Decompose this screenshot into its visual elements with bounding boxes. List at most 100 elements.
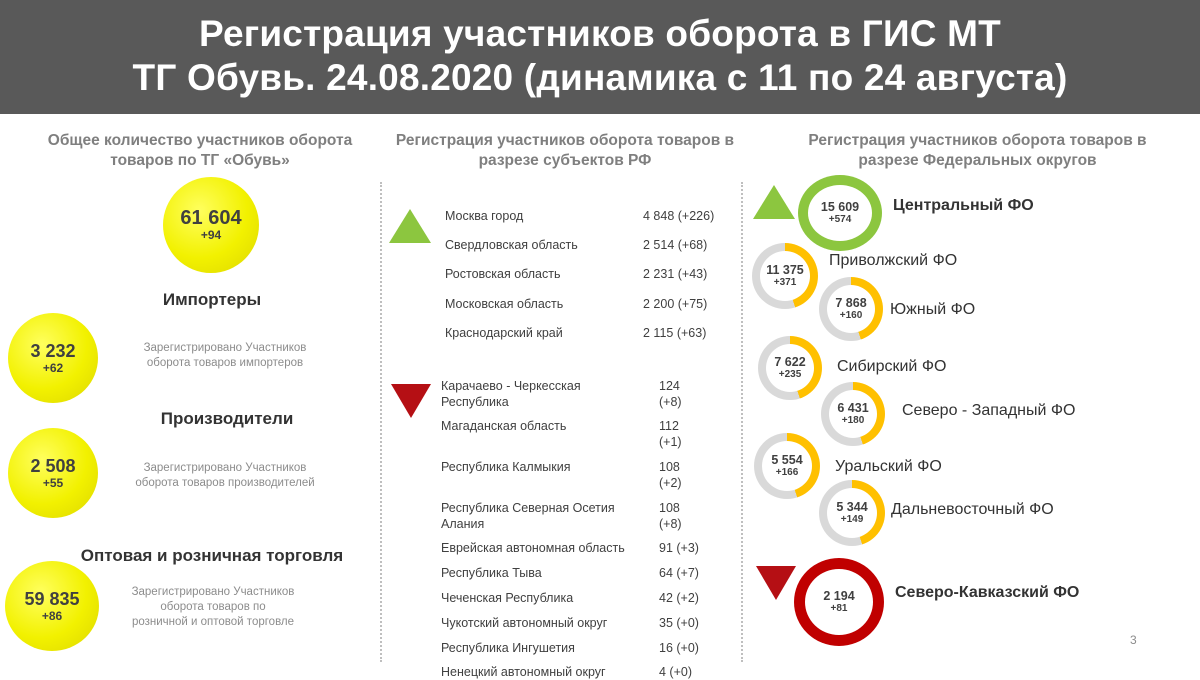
- right-title-line2: разрезе Федеральных округов: [858, 152, 1097, 169]
- region-name: Москва город: [445, 209, 524, 223]
- okrug-value: 7 868: [835, 296, 867, 310]
- region-value: 2 200 (+75): [643, 297, 708, 311]
- trade-desc: Зарегистрировано Участников оборота това…: [93, 585, 333, 630]
- okrug-ring-fareast: 5 344 +149: [819, 480, 885, 546]
- region-value: 64 (+7): [659, 566, 699, 580]
- importers-title: Импортеры: [162, 290, 262, 309]
- region-name: Свердловская область: [445, 238, 578, 252]
- region-name: Московская область: [445, 297, 564, 311]
- okrug-delta: +235: [778, 369, 802, 380]
- decrease-triangle-icon: [756, 566, 796, 600]
- region-name-line2: Республика: [441, 395, 509, 409]
- region-value: 16 (+0): [659, 641, 699, 655]
- total-participants-circle: 61 604 +94: [163, 177, 259, 273]
- region-name-line1: Республика Северная Осетия: [441, 501, 615, 515]
- okrug-value: 15 609: [820, 200, 860, 214]
- okrug-delta: +160: [839, 310, 863, 321]
- region-name: Республика Ингушетия: [441, 641, 575, 655]
- producers-title: Производители: [160, 409, 294, 428]
- divider-right: [741, 182, 743, 662]
- okrug-value: 5 344: [836, 500, 868, 514]
- increase-triangle-icon: [389, 209, 431, 243]
- trade-delta: +86: [41, 608, 63, 623]
- region-value: 4 848 (+226): [643, 209, 715, 223]
- region-value: 2 231 (+43): [643, 267, 708, 281]
- region-name: Краснодарский край: [445, 326, 563, 340]
- region-name-line2: Алания: [441, 517, 485, 531]
- region-name: Республика Тыва: [441, 566, 542, 580]
- okrug-label-fareast: Дальневосточный ФО: [891, 501, 1054, 518]
- slide-title-line2: ТГ Обувь. 24.08.2020 (динамика с 11 по 2…: [132, 57, 1068, 98]
- left-title-line2: товаров по ТГ «Обувь»: [110, 152, 290, 169]
- producers-value: 2 508: [30, 455, 76, 476]
- okrug-ring-central: 15 609 +574: [798, 175, 882, 251]
- trade-value: 59 835: [24, 588, 80, 609]
- page-number: 3: [1130, 633, 1137, 647]
- okrug-label-south: Южный ФО: [890, 301, 976, 318]
- importers-desc-line1: Зарегистрировано Участников: [143, 342, 307, 354]
- okrug-ring-north-caucasus: 2 194 +81: [794, 558, 884, 646]
- region-value-line1: 112: [659, 419, 679, 433]
- okrug-value: 5 554: [771, 453, 803, 467]
- okrug-value: 2 194: [823, 589, 855, 603]
- okrug-delta: +180: [841, 415, 865, 426]
- okrug-label-ural: Уральский ФО: [835, 458, 942, 475]
- region-name-line1: Республика Калмыкия: [441, 460, 571, 474]
- region-value-line2: (+2): [659, 476, 682, 490]
- region-name: Ростовская область: [445, 267, 561, 281]
- left-title-line1: Общее количество участников оборота: [47, 132, 353, 149]
- decrease-triangle-icon: [391, 384, 431, 418]
- region-value: 91 (+3): [659, 541, 699, 555]
- okrug-ring-volga: 11 375 +371: [752, 243, 818, 309]
- region-value: 2 514 (+68): [643, 238, 708, 252]
- okrug-delta: +574: [828, 214, 852, 225]
- okrug-ring-northwest: 6 431 +180: [821, 382, 885, 446]
- importers-delta: +62: [42, 360, 64, 375]
- region-value: 35 (+0): [659, 616, 699, 630]
- okrug-label-north-caucasus: Северо-Кавказский ФО: [895, 584, 1080, 601]
- region-value-line1: 108: [659, 501, 680, 515]
- divider-left: [380, 182, 382, 662]
- okrug-value: 11 375: [766, 263, 804, 277]
- left-section-title: Общее количество участников оборота това…: [20, 131, 380, 171]
- increase-triangle-icon: [753, 185, 795, 219]
- okrug-value: 6 431: [837, 401, 869, 415]
- trade-title: Оптовая и розничная торговля: [80, 546, 344, 565]
- region-name: Ненецкий автономный округ: [441, 665, 606, 679]
- producers-desc: Зарегистрировано Участников оборота това…: [105, 461, 345, 491]
- trade-desc-line1: Зарегистрировано Участников: [131, 586, 295, 598]
- region-value: 4 (+0): [659, 665, 693, 679]
- region-name: Чеченская Республика: [441, 591, 574, 605]
- okrug-label-northwest: Северо - Западный ФО: [902, 402, 1076, 419]
- region-value-line2: (+1): [659, 435, 682, 449]
- okrug-value: 7 622: [774, 355, 806, 369]
- region-value-line1: 124: [659, 379, 680, 393]
- okrug-label-siberia: Сибирский ФО: [837, 358, 947, 375]
- okrug-ring-siberia: 7 622 +235: [758, 336, 822, 400]
- region-value-line2: (+8): [659, 517, 682, 531]
- trade-circle: 59 835 +86: [5, 561, 99, 651]
- okrug-ring-south: 7 868 +160: [819, 277, 883, 341]
- slide-header: Регистрация участников оборота в ГИС МТ …: [0, 0, 1200, 114]
- right-title-line1: Регистрация участников оборота товаров в: [808, 132, 1147, 149]
- right-section-title: Регистрация участников оборота товаров в…: [780, 131, 1175, 171]
- okrug-label-central: Центральный ФО: [893, 197, 1034, 214]
- okrug-delta: +371: [773, 277, 797, 288]
- importers-value: 3 232: [30, 340, 76, 361]
- trade-desc-line3: розничной и оптовой торговле: [131, 616, 295, 628]
- importers-desc: Зарегистрировано Участников оборота това…: [105, 341, 345, 371]
- okrug-delta: +81: [830, 603, 848, 614]
- region-name: Чукотский автономный округ: [441, 616, 608, 630]
- region-value-line2: (+8): [659, 395, 682, 409]
- slide-title-line1: Регистрация участников оборота в ГИС МТ: [199, 13, 1001, 54]
- producers-desc-line2: оборота товаров производителей: [135, 477, 315, 489]
- middle-title-line2: разрезе субъектов РФ: [478, 152, 652, 169]
- middle-title-line1: Регистрация участников оборота товаров в: [395, 132, 735, 149]
- producers-circle: 2 508 +55: [8, 428, 98, 518]
- region-name: Еврейская автономная область: [441, 541, 625, 555]
- region-name-line1: Магаданская область: [441, 419, 567, 433]
- producers-desc-line1: Зарегистрировано Участников: [143, 462, 307, 474]
- okrug-delta: +149: [840, 514, 864, 525]
- okrug-ring-ural: 5 554 +166: [754, 433, 820, 499]
- total-value: 61 604: [180, 206, 242, 229]
